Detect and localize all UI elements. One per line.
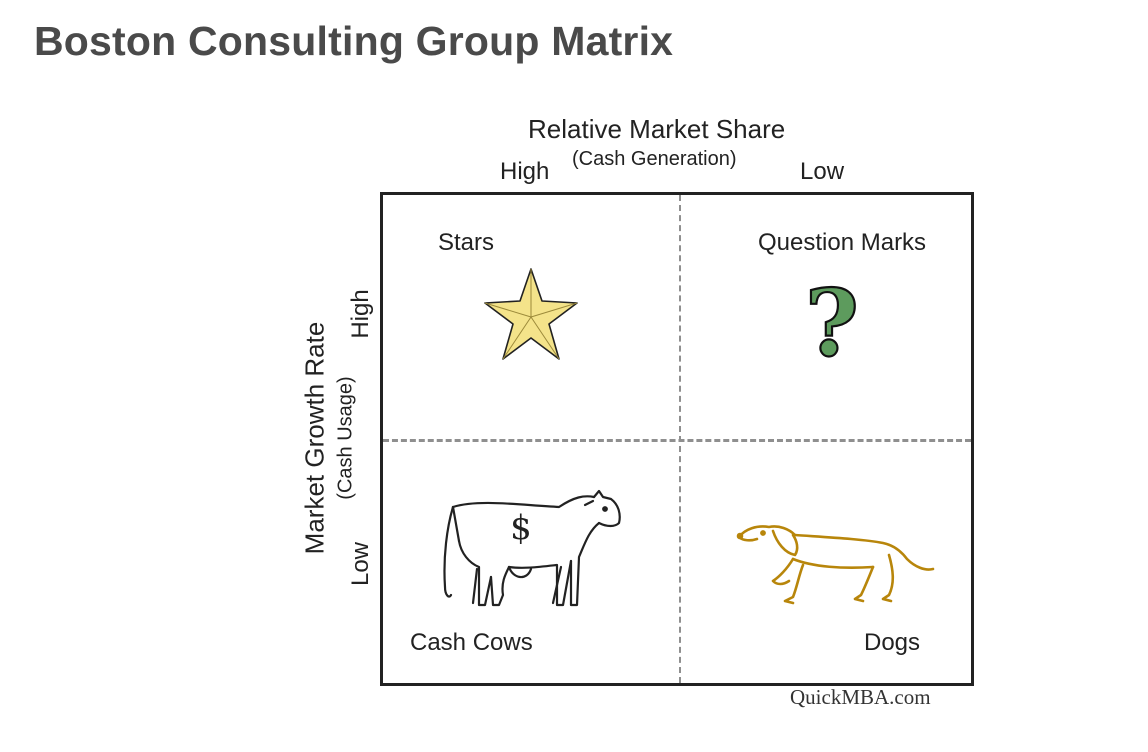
y-axis-subtitle: (Cash Usage) [334,376,357,500]
y-axis-title: Market Growth Rate [299,321,330,555]
y-axis-low-label: Low [347,541,374,587]
question-marks-label: Question Marks [758,229,927,256]
cow-icon: $ [443,489,621,607]
page-title: Boston Consulting Group Matrix [34,18,674,64]
horizontal-divider [383,439,971,442]
question-mark-icon: ? [804,268,860,371]
stars-label: Stars [438,229,495,256]
x-axis-high-label: High [500,158,550,185]
y-axis-high-label: High [347,289,374,339]
x-axis-title: Relative Market Share [528,114,786,144]
credit-text: QuickMBA.com [790,685,931,709]
cash-cows-label: Cash Cows [410,629,533,656]
x-axis-low-label: Low [800,158,845,185]
star-icon [484,268,578,360]
bcg-matrix: Stars Question Marks Cash Cows Dogs ? [380,192,974,686]
dog-icon [736,525,935,605]
svg-text:$: $ [510,508,532,548]
x-axis-subtitle: (Cash Generation) [572,148,737,170]
svg-text:?: ? [805,269,859,371]
dogs-label: Dogs [864,629,921,656]
